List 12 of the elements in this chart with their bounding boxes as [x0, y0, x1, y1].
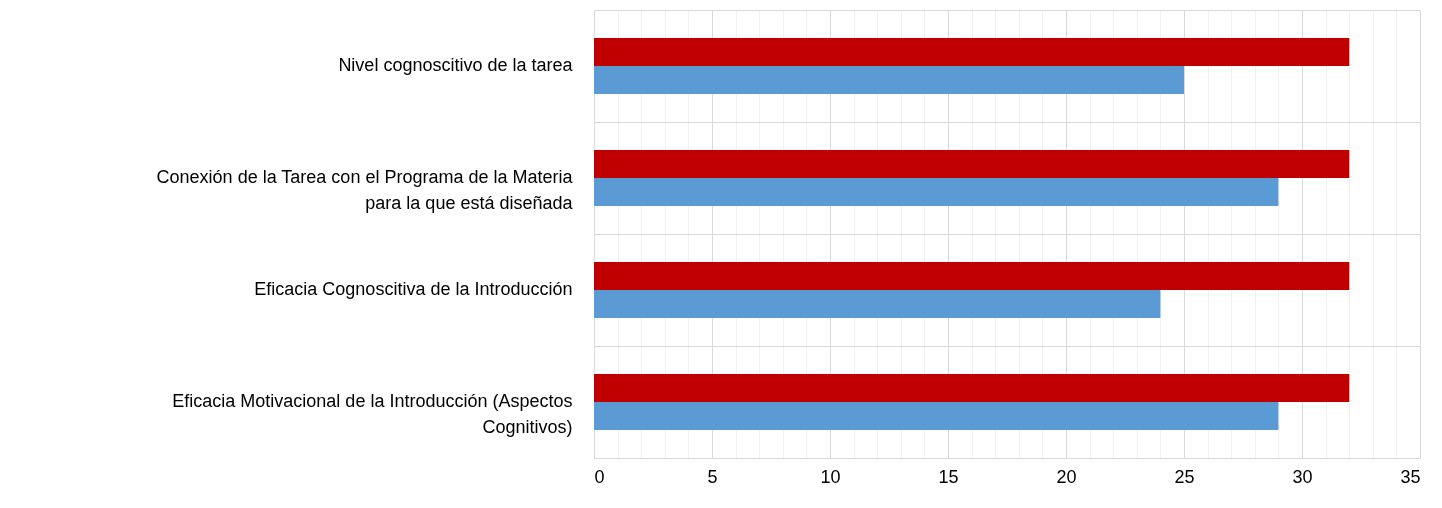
x-tick-label: 10	[820, 466, 841, 487]
x-tick-label: 30	[1292, 466, 1313, 487]
x-tick-label: 25	[1174, 466, 1195, 487]
x-tick-label: 5	[707, 466, 718, 487]
x-tick-label: 20	[1056, 466, 1077, 487]
y-tick-label: Nivel cognoscitivo de la tarea	[338, 55, 574, 75]
x-tick-label: 35	[1400, 466, 1421, 487]
y-tick-label: Eficacia Cognoscitiva de la Introducción	[254, 279, 573, 299]
y-tick-label: Conexión de la Tarea con el Programa de la Materia para la que está diseñada	[156, 167, 574, 213]
x-tick-label: 0	[594, 466, 605, 487]
x-tick-label: 15	[938, 466, 959, 487]
y-tick-label: Eficacia Motivacional de la Introducción (Aspectos Cognitivos)	[172, 391, 573, 437]
